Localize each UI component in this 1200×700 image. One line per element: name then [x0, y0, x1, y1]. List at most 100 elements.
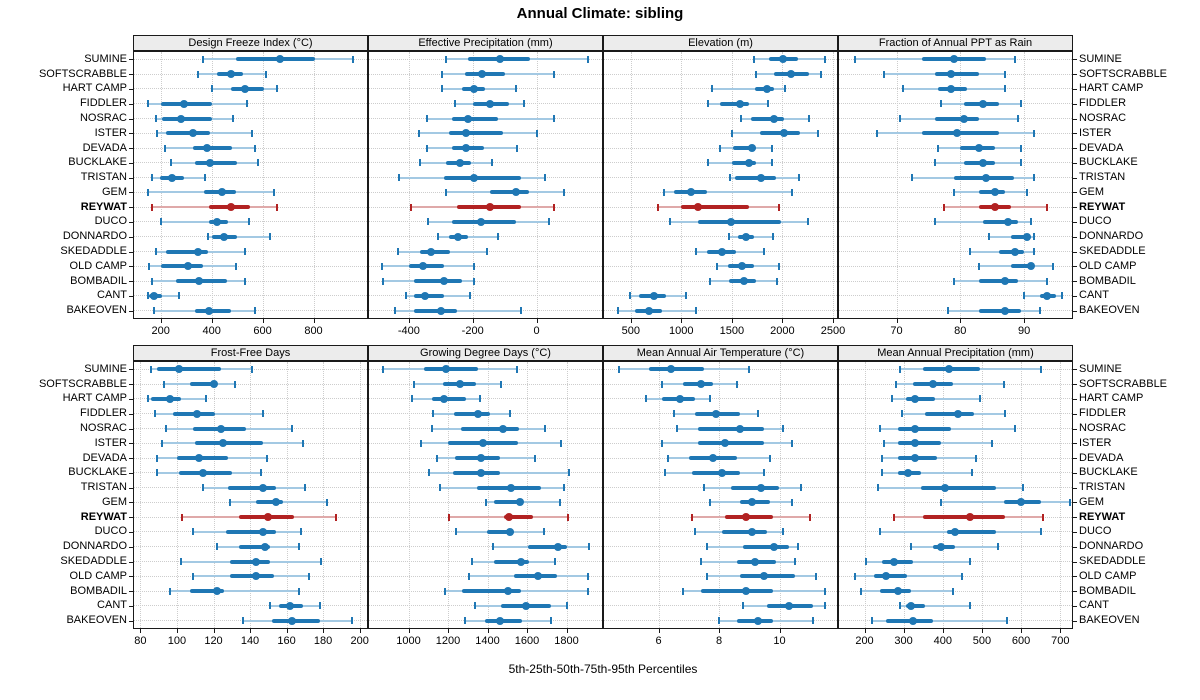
whisker-cap-95th	[250, 365, 253, 373]
whisker-cap-5th	[881, 454, 884, 462]
site-label-skedaddle: SKEDADDLE	[60, 555, 127, 567]
site-axis-tick	[129, 310, 133, 312]
whisker-cap-5th	[666, 454, 669, 462]
x-axis-tick-label: 2500	[820, 325, 846, 337]
whisker-cap-5th	[470, 558, 473, 565]
whisker-cap-5th	[427, 218, 429, 226]
site-axis-tick	[129, 177, 133, 179]
x-axis-tick	[527, 629, 528, 633]
median-dot	[742, 513, 751, 522]
whisker-cap-5th	[707, 159, 710, 167]
median-dot	[251, 557, 260, 566]
median-dot	[748, 498, 757, 507]
site-label-ister: ISTER	[1079, 436, 1112, 449]
whisker-cap-95th	[243, 277, 246, 285]
site-axis-tick	[129, 472, 133, 474]
site-label-old-camp: OLD CAMP	[69, 259, 127, 272]
horizontal-gridline	[369, 398, 602, 400]
median-dot	[420, 291, 429, 300]
median-dot	[213, 587, 222, 596]
median-dot	[165, 394, 174, 403]
whisker-cap-5th	[882, 70, 885, 78]
whisker-cap-95th	[797, 174, 800, 182]
site-label-donnardo: DONNARDO	[62, 230, 127, 243]
site-label-bakeoven: BAKEOVEN	[1079, 614, 1140, 627]
site-label-tristan: TRISTAN	[80, 171, 127, 184]
whisker-cap-95th	[996, 543, 999, 551]
whisker-cap-95th	[588, 543, 591, 551]
whisker-cap-5th	[454, 100, 457, 108]
whisker-cap-95th	[567, 513, 570, 521]
site-label-bombadil: BOMBADIL	[70, 584, 127, 597]
median-dot	[276, 55, 285, 64]
site-axis-tick	[1073, 251, 1077, 253]
x-axis-tick	[262, 319, 264, 323]
x-axis-tick	[1024, 319, 1026, 323]
site-label-devada: DEVADA	[82, 141, 127, 154]
whisker-cap-95th	[549, 617, 552, 625]
site-axis-tick	[1073, 576, 1077, 578]
iqr-bar-25th-75th	[697, 426, 765, 431]
whisker-cap-95th	[1061, 292, 1064, 300]
x-axis-tick	[472, 319, 474, 323]
median-dot	[516, 498, 525, 507]
median-dot	[696, 380, 705, 389]
iqr-bar-25th-75th	[432, 396, 466, 401]
whisker-cap-95th	[553, 558, 556, 565]
site-label-fiddler: FIDDLER	[79, 97, 127, 110]
whisker-cap-5th	[413, 380, 416, 388]
whisker-cap-5th	[877, 484, 880, 492]
vertical-gridline	[527, 362, 528, 628]
whisker-5th-95th	[169, 590, 300, 593]
whisker-cap-5th	[153, 307, 156, 315]
vertical-gridline	[359, 362, 361, 628]
iqr-bar-25th-75th	[461, 589, 521, 594]
vertical-gridline	[731, 52, 733, 318]
whisker-cap-95th	[969, 602, 972, 610]
median-dot	[476, 217, 485, 226]
median-dot	[944, 365, 953, 374]
whisker-cap-95th	[1039, 365, 1042, 373]
median-dot	[522, 601, 530, 610]
whisker-cap-5th	[150, 203, 153, 211]
iqr-bar-25th-75th	[925, 411, 975, 416]
median-dot	[419, 262, 428, 271]
site-axis-tick	[129, 266, 133, 268]
whisker-cap-5th	[933, 159, 936, 167]
median-dot	[1017, 498, 1026, 507]
whisker-cap-95th	[763, 248, 766, 255]
vertical-gridline	[323, 362, 325, 628]
panel-title-elevation-m: Elevation (m)	[688, 37, 753, 49]
whisker-cap-5th	[241, 617, 244, 625]
x-axis-tick	[323, 629, 325, 633]
iqr-bar-25th-75th	[452, 470, 501, 475]
whisker-cap-5th	[444, 55, 447, 63]
whisker-cap-5th	[192, 528, 195, 536]
whisker-cap-5th	[431, 425, 434, 432]
vertical-gridline	[566, 362, 568, 628]
whisker-cap-95th	[543, 425, 546, 432]
iqr-bar-25th-75th	[444, 175, 521, 180]
whisker-cap-95th	[1019, 100, 1022, 108]
site-axis-tick	[1073, 74, 1077, 76]
whisker-cap-95th	[990, 439, 993, 447]
whisker-cap-5th	[690, 513, 693, 521]
panel-strip-fraction-of-annual-ppt-as-rain: Fraction of Annual PPT as Rain	[838, 35, 1073, 51]
site-label-fiddler: FIDDLER	[1079, 97, 1127, 110]
whisker-cap-95th	[1041, 513, 1044, 521]
site-axis-tick	[129, 605, 133, 607]
site-label-cant: CANT	[97, 289, 127, 302]
whisker-cap-95th	[1002, 380, 1005, 388]
median-dot	[959, 114, 968, 123]
vertical-gridline	[408, 52, 410, 318]
whisker-cap-95th	[791, 188, 793, 196]
median-dot	[217, 188, 226, 197]
site-label-cant: CANT	[1079, 289, 1109, 302]
site-axis-tick	[129, 236, 133, 238]
whisker-cap-95th	[325, 498, 328, 506]
vertical-gridline	[864, 362, 866, 628]
site-axis-tick	[1073, 148, 1077, 150]
site-label-donnardo: DONNARDO	[1079, 230, 1144, 243]
whisker-cap-95th	[303, 484, 306, 492]
